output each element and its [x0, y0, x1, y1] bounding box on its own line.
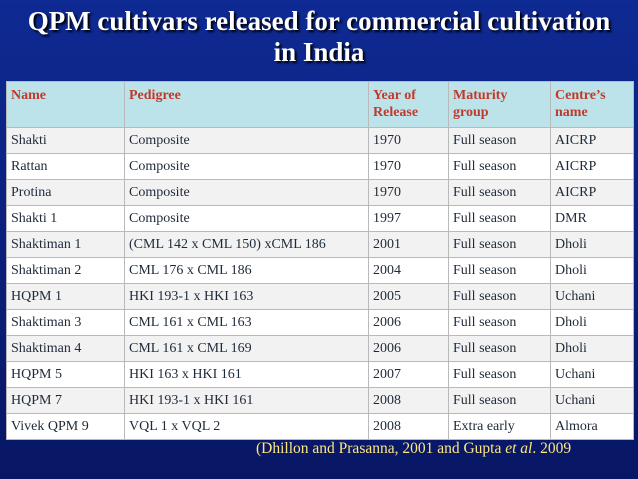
pedigree-cell: Composite — [124, 205, 369, 232]
table-row: HQPM 7 HKI 193-1 x HKI 161 2008 Full season… — [6, 387, 634, 414]
header-centre-line-1: Centre’s — [555, 88, 606, 103]
maturity-cell: Full season — [448, 231, 551, 258]
maturity-cell: Full season — [448, 257, 551, 284]
year-cell: 2004 — [368, 257, 449, 284]
name-cell: HQPM 1 — [6, 283, 125, 310]
maturity-cell: Full season — [448, 283, 551, 310]
table-row: Shaktiman 2 CML 176 x CML 186 2004 Full sea… — [6, 257, 634, 284]
name-cell: Shaktiman 4 — [6, 335, 125, 362]
name-cell: Shakti — [6, 127, 125, 154]
pedigree-cell: CML 161 x CML 163 — [124, 309, 369, 336]
maturity-cell: Extra early — [448, 413, 551, 440]
maturity-cell: Full season — [448, 361, 551, 388]
table-row: HQPM 1 HKI 193-1 x HKI 163 2005 Full season… — [6, 283, 634, 310]
citation: (Dhillon and Prasanna, 2001 and Gupta et… — [256, 440, 571, 458]
year-cell: 2008 — [368, 413, 449, 440]
year-cell: 1997 — [368, 205, 449, 232]
slide-title: QPM cultivars released for commercial cu… — [0, 6, 638, 68]
maturity-cell: Full season — [448, 205, 551, 232]
name-cell: HQPM 5 — [6, 361, 125, 388]
pedigree-cell: HKI 163 x HKI 161 — [124, 361, 369, 388]
table-row: HQPM 5 HKI 163 x HKI 161 2007 Full season Uc… — [6, 361, 634, 388]
centre-cell: Uchani — [550, 387, 634, 414]
year-cell: 2007 — [368, 361, 449, 388]
pedigree-cell: CML 176 x CML 186 — [124, 257, 369, 284]
pedigree-cell: (CML 142 x CML 150) xCML 186 — [124, 231, 369, 258]
header-maturity-line-1: Maturity — [453, 88, 508, 103]
maturity-cell: Full season — [448, 153, 551, 180]
year-cell: 2006 — [368, 309, 449, 336]
pedigree-cell: Composite — [124, 179, 369, 206]
pedigree-cell: HKI 193-1 x HKI 161 — [124, 387, 369, 414]
header-year: Year of Release — [368, 81, 449, 128]
name-cell: HQPM 7 — [6, 387, 125, 414]
year-cell: 1970 — [368, 153, 449, 180]
cultivar-table: Name Pedigree Year of Release Maturity g… — [6, 81, 634, 440]
pedigree-cell: Composite — [124, 153, 369, 180]
centre-cell: DMR — [550, 205, 634, 232]
maturity-cell: Full season — [448, 387, 551, 414]
table-row: Protina Composite 1970 Full season AICRP — [6, 179, 634, 206]
header-year-line-1: Year of — [373, 88, 416, 103]
header-maturity: Maturity group — [448, 81, 551, 128]
name-cell: Shakti 1 — [6, 205, 125, 232]
header-name: Name — [6, 81, 125, 128]
header-year-line-2: Release — [373, 105, 419, 120]
table-row: Shaktiman 1 (CML 142 x CML 150) xCML 186 2… — [6, 231, 634, 258]
table-row: Shaktiman 3 CML 161 x CML 163 2006 Full sea… — [6, 309, 634, 336]
centre-cell: AICRP — [550, 153, 634, 180]
header-pedigree-line-1: Pedigree — [129, 88, 181, 103]
table-row: Shakti 1 Composite 1997 Full season DMR — [6, 205, 634, 232]
header-pedigree: Pedigree — [124, 81, 369, 128]
maturity-cell: Full season — [448, 179, 551, 206]
centre-cell: Dholi — [550, 257, 634, 284]
year-cell: 2001 — [368, 231, 449, 258]
name-cell: Rattan — [6, 153, 125, 180]
pedigree-cell: Composite — [124, 127, 369, 154]
header-centre-line-2: name — [555, 105, 588, 120]
centre-cell: Uchani — [550, 361, 634, 388]
centre-cell: Dholi — [550, 231, 634, 258]
year-cell: 1970 — [368, 179, 449, 206]
pedigree-cell: CML 161 x CML 169 — [124, 335, 369, 362]
table-row: Shaktiman 4 CML 161 x CML 169 2006 Full sea… — [6, 335, 634, 362]
citation-before: (Dhillon and Prasanna, 2001 and Gupta — [256, 440, 506, 457]
citation-after: . 2009 — [532, 440, 572, 457]
header-maturity-line-2: group — [453, 105, 489, 120]
header-name-line-1: Name — [11, 88, 46, 103]
pedigree-cell: HKI 193-1 x HKI 163 — [124, 283, 369, 310]
centre-cell: AICRP — [550, 127, 634, 154]
maturity-cell: Full season — [448, 335, 551, 362]
centre-cell: Almora — [550, 413, 634, 440]
slide-title-line-1: QPM cultivars released for commercial cu… — [27, 6, 611, 36]
table-row: Rattan Composite 1970 Full season AICRP — [6, 153, 634, 180]
header-centre: Centre’s name — [550, 81, 634, 128]
cultivar-table-container: Name Pedigree Year of Release Maturity g… — [6, 81, 634, 440]
citation-italic: et al — [505, 440, 533, 457]
name-cell: Shaktiman 1 — [6, 231, 125, 258]
name-cell: Shaktiman 2 — [6, 257, 125, 284]
centre-cell: Dholi — [550, 335, 634, 362]
year-cell: 2005 — [368, 283, 449, 310]
table-header-row: Name Pedigree Year of Release Maturity g… — [6, 81, 634, 128]
year-cell: 2006 — [368, 335, 449, 362]
pedigree-cell: VQL 1 x VQL 2 — [124, 413, 369, 440]
name-cell: Vivek QPM 9 — [6, 413, 125, 440]
table-row: Vivek QPM 9 VQL 1 x VQL 2 2008 Extra early A… — [6, 413, 634, 440]
maturity-cell: Full season — [448, 309, 551, 336]
table-body: Shakti Composite 1970 Full season AICRP Ratta… — [6, 127, 634, 440]
slide-title-line-2: in India — [273, 37, 365, 67]
centre-cell: AICRP — [550, 179, 634, 206]
centre-cell: Uchani — [550, 283, 634, 310]
year-cell: 2008 — [368, 387, 449, 414]
name-cell: Protina — [6, 179, 125, 206]
table-row: Shakti Composite 1970 Full season AICRP — [6, 127, 634, 154]
maturity-cell: Full season — [448, 127, 551, 154]
year-cell: 1970 — [368, 127, 449, 154]
name-cell: Shaktiman 3 — [6, 309, 125, 336]
centre-cell: Dholi — [550, 309, 634, 336]
